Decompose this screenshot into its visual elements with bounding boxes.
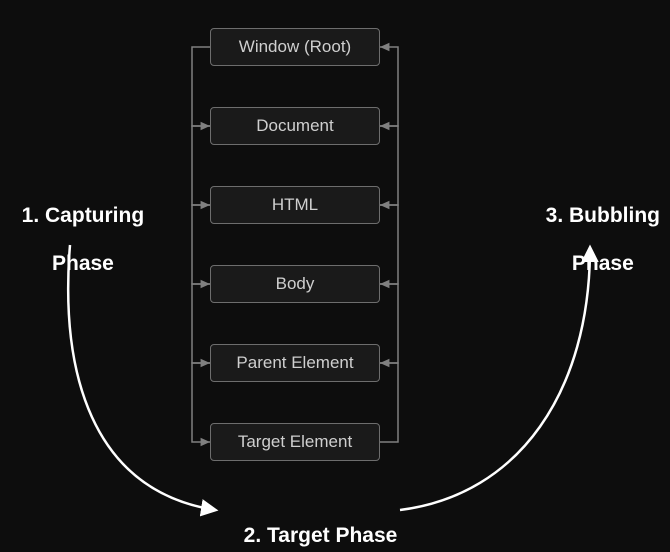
node-window: Window (Root) <box>210 28 380 66</box>
label-capturing: 1. Capturing Phase <box>10 180 144 276</box>
label-target: 2. Target Phase <box>232 500 397 548</box>
node-label: Document <box>256 116 333 136</box>
node-label: Target Element <box>238 432 352 452</box>
node-document: Document <box>210 107 380 145</box>
diagram-canvas: { "diagram": { "type": "flowchart", "bac… <box>0 0 670 552</box>
node-html: HTML <box>210 186 380 224</box>
node-target: Target Element <box>210 423 380 461</box>
node-label: HTML <box>272 195 318 215</box>
node-parent: Parent Element <box>210 344 380 382</box>
node-label: Window (Root) <box>239 37 351 57</box>
label-bubbling: 3. Bubbling Phase <box>534 180 660 276</box>
node-body: Body <box>210 265 380 303</box>
node-label: Parent Element <box>236 353 353 373</box>
node-label: Body <box>276 274 315 294</box>
